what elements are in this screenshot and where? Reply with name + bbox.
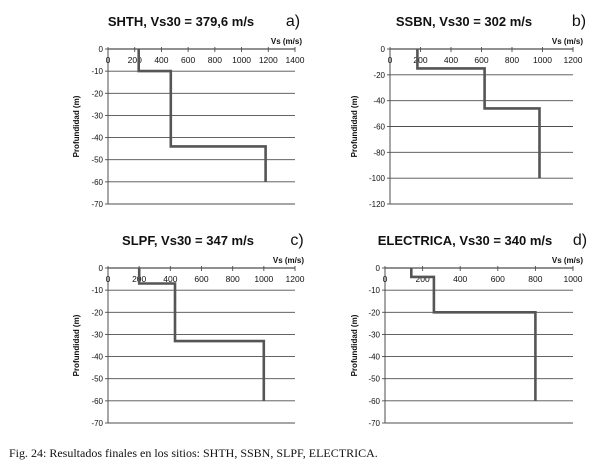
chart-title: ELECTRICA, Vs30 = 340 m/s — [378, 233, 553, 248]
y-tick-label: -70 — [91, 419, 103, 428]
x-tick-label: 200 — [416, 274, 430, 284]
y-tick-label: -20 — [373, 71, 385, 80]
vs-profile-line — [137, 49, 267, 182]
x-tick-label: 0 — [106, 55, 111, 65]
x-tick-label: 800 — [528, 274, 542, 284]
panel-label: a) — [286, 13, 300, 30]
x-tick-label: 1000 — [564, 274, 583, 284]
y-tick-label: -70 — [368, 419, 380, 428]
panel-label: c) — [290, 232, 303, 249]
y-tick-label: -120 — [369, 200, 386, 209]
x-tick-label: 400 — [453, 274, 467, 284]
y-tick-label: 0 — [381, 45, 386, 54]
x-tick-label: 1200 — [259, 55, 278, 65]
y-tick-label: -80 — [373, 148, 385, 157]
y-tick-label: -50 — [368, 375, 380, 384]
y-tick-label: -40 — [373, 97, 385, 106]
x-tick-label: 600 — [194, 274, 208, 284]
x-tick-label: 1000 — [533, 55, 552, 65]
y-tick-label: 0 — [99, 264, 104, 273]
x-axis-label: Vs (m/s) — [271, 37, 302, 46]
y-axis-label: Profundidad (m) — [72, 314, 81, 376]
y-tick-label: -30 — [368, 330, 380, 339]
y-tick-label: -60 — [91, 397, 103, 406]
x-tick-label: 1000 — [232, 55, 251, 65]
x-tick-label: 0 — [388, 55, 393, 65]
y-tick-label: -50 — [91, 375, 103, 384]
x-axis-label: Vs (m/s) — [273, 256, 304, 265]
chart-panel-1: SHTH, Vs30 = 379,6 m/s a)0-10-20-30-40-50… — [72, 13, 305, 209]
y-tick-label: -20 — [91, 89, 103, 98]
y-tick-label: -30 — [91, 330, 103, 339]
y-tick-label: 0 — [99, 45, 104, 54]
y-tick-label: -60 — [368, 397, 380, 406]
y-tick-label: -20 — [91, 308, 103, 317]
x-tick-label: 400 — [154, 55, 168, 65]
panel-label: d) — [573, 232, 587, 249]
y-tick-label: -100 — [369, 174, 386, 183]
chart-panel-4: ELECTRICA, Vs30 = 340 m/s d)0-10-20-30-40… — [350, 232, 587, 428]
vs-profile-line — [416, 49, 541, 179]
x-axis-label: Vs (m/s) — [552, 256, 583, 265]
y-tick-label: -40 — [368, 353, 380, 362]
y-tick-label: -20 — [368, 308, 380, 317]
x-tick-label: 1000 — [254, 274, 273, 284]
chart-panel-3: SLPF, Vs30 = 347 m/s c)0-10-20-30-40-50-6… — [72, 232, 305, 428]
x-tick-label: 0 — [106, 274, 111, 284]
x-tick-label: 1200 — [286, 274, 305, 284]
chart-title: SSBN, Vs30 = 302 m/s — [396, 14, 532, 29]
y-tick-label: -10 — [368, 286, 380, 295]
y-axis-label: Profundidad (m) — [350, 314, 359, 376]
y-tick-label: -50 — [91, 156, 103, 165]
y-tick-label: 0 — [376, 264, 381, 273]
x-axis-label: Vs (m/s) — [552, 37, 583, 46]
y-tick-label: -40 — [91, 134, 103, 143]
x-tick-label: 200 — [128, 55, 142, 65]
x-tick-label: 600 — [474, 55, 488, 65]
x-tick-label: 800 — [226, 274, 240, 284]
vs-profile-line — [409, 268, 537, 401]
y-tick-label: -10 — [91, 67, 103, 76]
x-tick-label: 400 — [163, 274, 177, 284]
x-tick-label: 600 — [491, 274, 505, 284]
chart-panel-2: SSBN, Vs30 = 302 m/s b)0-20-40-60-80-100-… — [350, 13, 586, 209]
y-tick-label: -10 — [91, 286, 103, 295]
x-tick-label: 600 — [181, 55, 195, 65]
x-tick-label: 1400 — [286, 55, 305, 65]
y-axis-label: Profundidad (m) — [72, 95, 81, 157]
chart-title: SHTH, Vs30 = 379,6 m/s — [108, 14, 254, 29]
panel-label: b) — [572, 13, 586, 30]
vs-profile-line — [137, 268, 266, 401]
y-tick-label: -60 — [373, 123, 385, 132]
x-tick-label: 400 — [444, 55, 458, 65]
x-tick-label: 0 — [383, 274, 388, 284]
y-tick-label: -40 — [91, 353, 103, 362]
x-tick-label: 1200 — [564, 55, 583, 65]
figure-caption: Fig. 24: Resultados finales en los sitio… — [9, 446, 378, 460]
y-axis-label: Profundidad (m) — [350, 95, 359, 157]
x-tick-label: 200 — [413, 55, 427, 65]
y-tick-label: -60 — [91, 178, 103, 187]
chart-title: SLPF, Vs30 = 347 m/s — [122, 233, 254, 248]
y-tick-label: -30 — [91, 111, 103, 120]
y-tick-label: -70 — [91, 200, 103, 209]
x-tick-label: 800 — [208, 55, 222, 65]
x-tick-label: 800 — [505, 55, 519, 65]
